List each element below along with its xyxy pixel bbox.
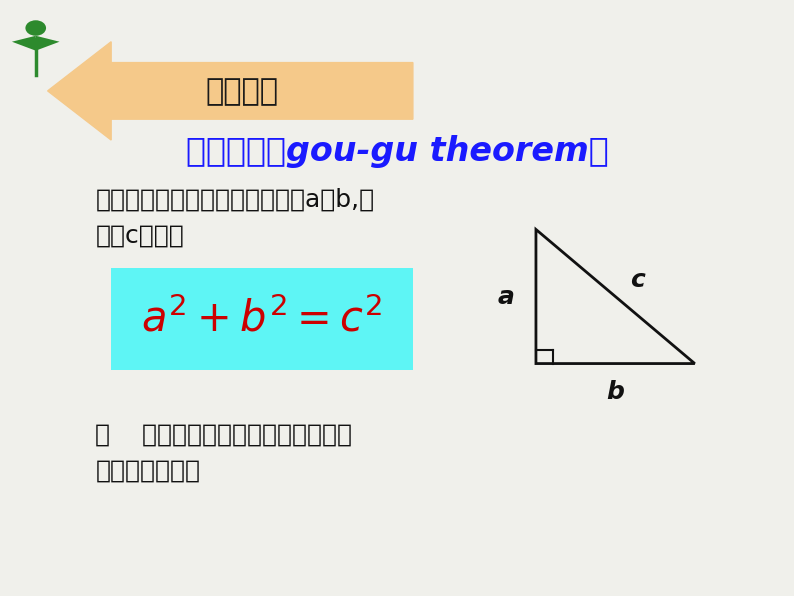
- Text: b: b: [607, 380, 624, 404]
- Text: a: a: [497, 284, 515, 309]
- Circle shape: [25, 20, 46, 36]
- Polygon shape: [12, 36, 36, 51]
- Polygon shape: [48, 42, 413, 140]
- Text: 边为c，那么: 边为c，那么: [95, 224, 184, 247]
- Polygon shape: [36, 36, 60, 51]
- Text: 于斜边的平方。: 于斜边的平方。: [95, 459, 200, 483]
- Text: 勾股定理（gou-gu theorem）: 勾股定理（gou-gu theorem）: [186, 135, 608, 169]
- Text: 知识回味: 知识回味: [206, 77, 279, 105]
- Text: 即    直角三角形两直角边的平方和等: 即 直角三角形两直角边的平方和等: [95, 423, 353, 447]
- Bar: [111, 268, 413, 370]
- Text: 如果直角三角形两直角边分别为a、b,斜: 如果直角三角形两直角边分别为a、b,斜: [95, 188, 375, 212]
- Text: $\mathit{a}^2+\mathit{b}^2=\mathit{c}^2$: $\mathit{a}^2+\mathit{b}^2=\mathit{c}^2$: [141, 297, 383, 340]
- Text: c: c: [630, 268, 645, 292]
